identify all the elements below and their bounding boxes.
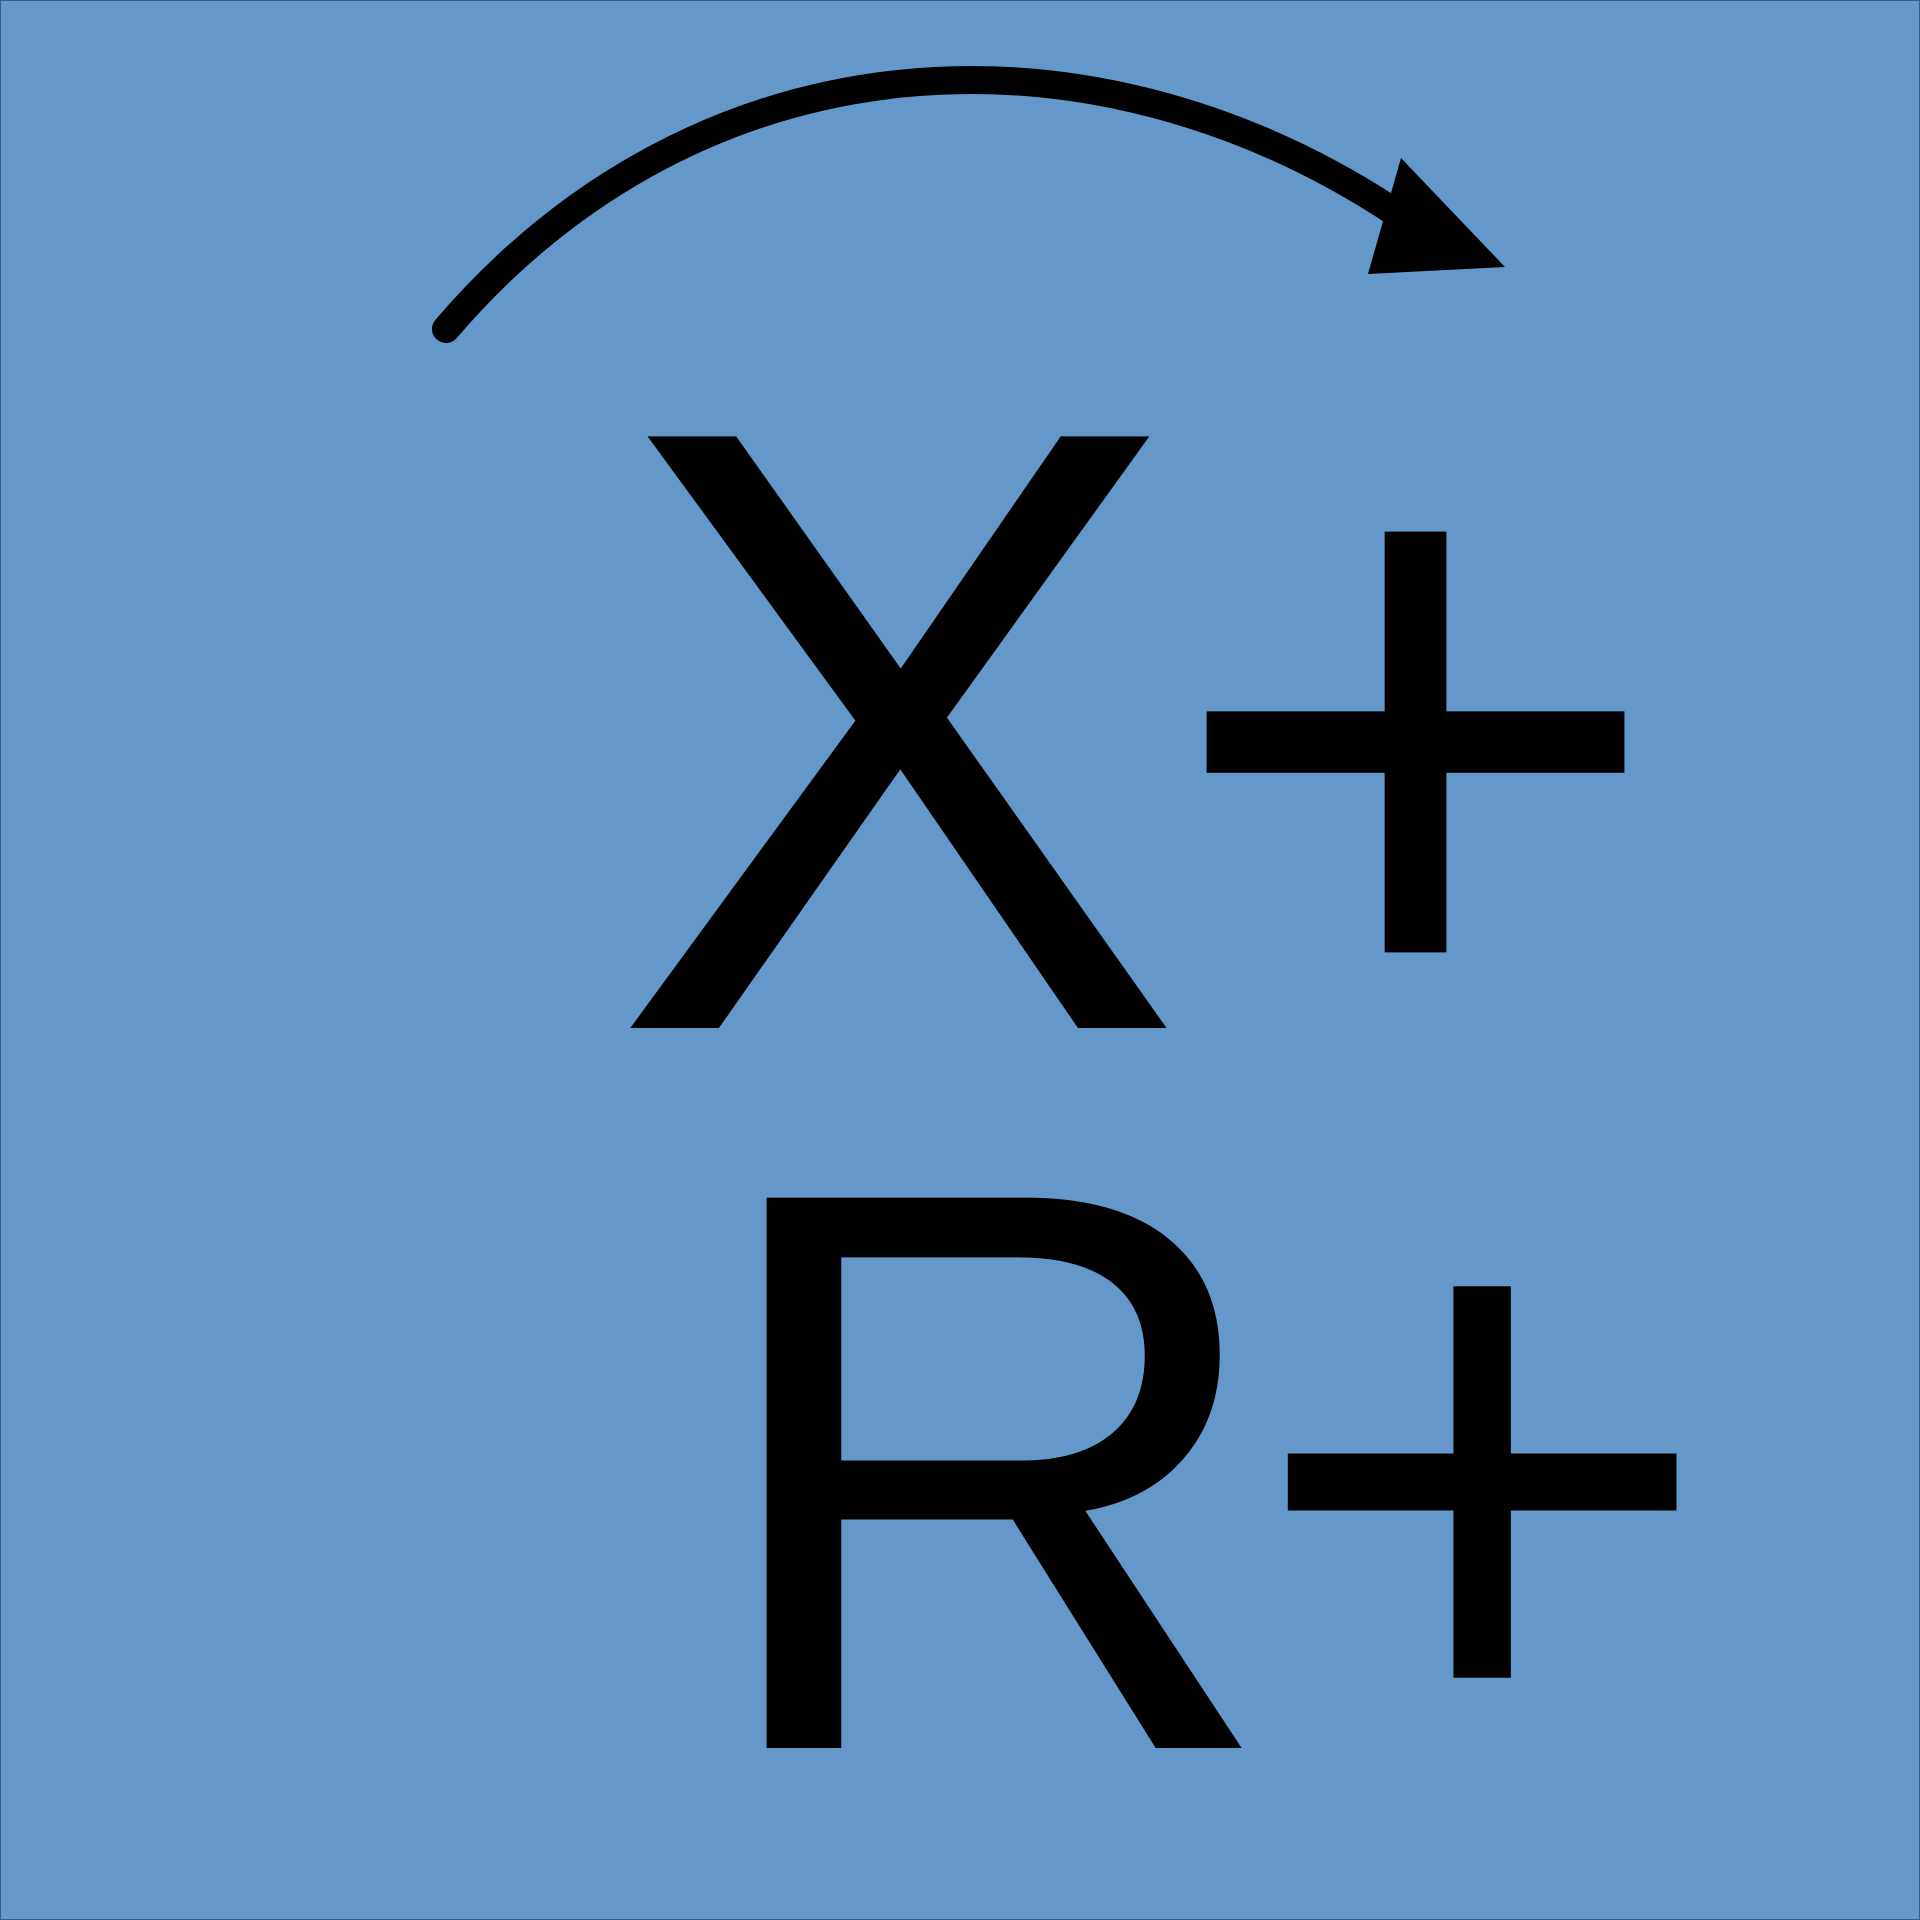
curved-arrow-icon xyxy=(432,66,1505,343)
arrow-head xyxy=(1368,158,1505,274)
arrow-arc xyxy=(432,66,1410,343)
axis-label-r-plus: R+ xyxy=(701,1024,1716,1918)
axis-label-x-plus: X+ xyxy=(611,250,1667,1211)
